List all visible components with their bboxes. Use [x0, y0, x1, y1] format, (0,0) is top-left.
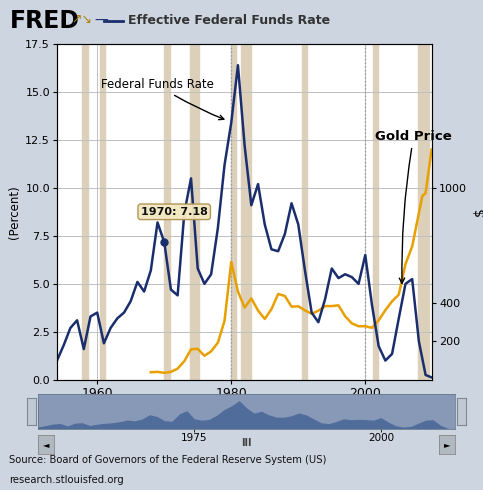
Bar [373, 44, 378, 380]
Bar [82, 44, 88, 380]
Text: III: III [242, 439, 252, 448]
Bar [190, 44, 199, 380]
Bar [100, 44, 105, 380]
Y-axis label: (Percent): (Percent) [8, 185, 21, 239]
Text: Effective Federal Funds Rate: Effective Federal Funds Rate [128, 14, 330, 27]
Text: Federal Funds Rate: Federal Funds Rate [100, 78, 224, 120]
Text: Gold Price: Gold Price [375, 130, 452, 283]
Text: FRED: FRED [10, 9, 80, 32]
Text: research.stlouisfed.org: research.stlouisfed.org [9, 475, 124, 485]
Bar [242, 44, 251, 380]
Bar [164, 44, 170, 380]
Text: —: — [94, 14, 108, 27]
Bar [301, 44, 307, 380]
Bar [231, 44, 236, 380]
Bar [418, 44, 429, 380]
Y-axis label: $: $ [473, 207, 483, 217]
Text: ↗↘: ↗↘ [71, 13, 92, 26]
Text: Source: Board of Governors of the Federal Reserve System (US): Source: Board of Governors of the Federa… [9, 455, 326, 465]
Text: 1970: 7.18: 1970: 7.18 [141, 207, 208, 217]
